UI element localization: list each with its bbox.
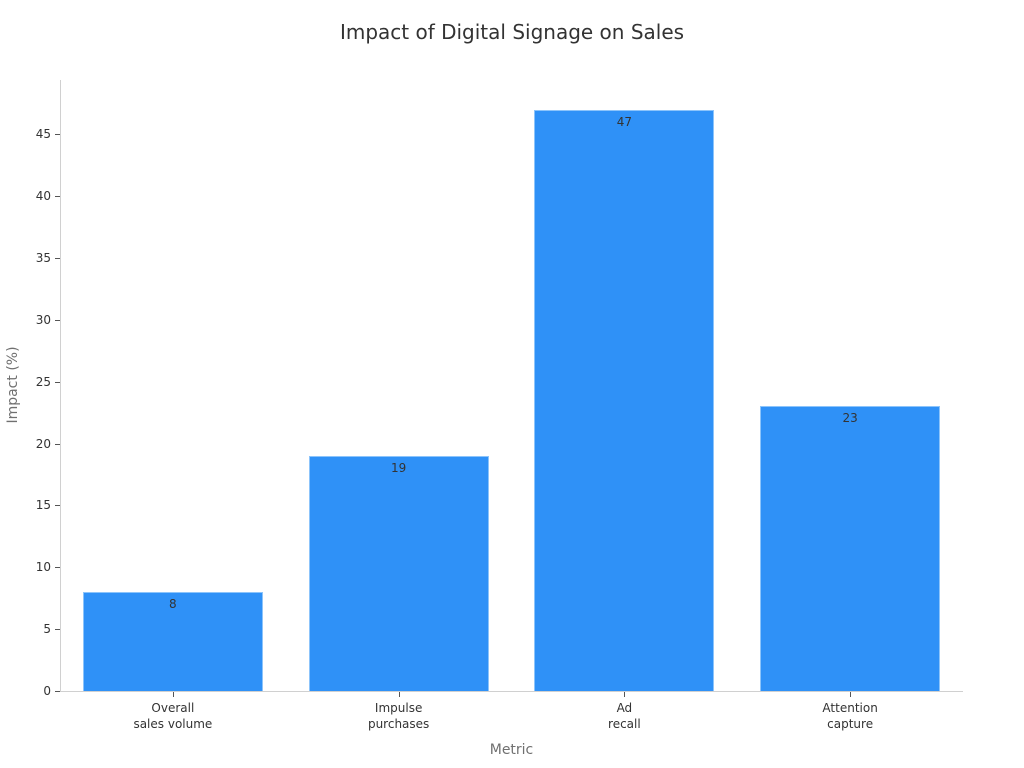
bar: 19 (308, 455, 489, 691)
x-tick-label: Attention capture (822, 701, 878, 731)
x-tick-mark (624, 692, 626, 697)
y-tick-mark (55, 196, 60, 198)
y-tick-mark (55, 134, 60, 136)
y-tick-label: 5 (43, 622, 51, 637)
bar-value-label: 23 (842, 411, 858, 426)
x-axis-line (60, 691, 963, 692)
y-tick-label: 40 (35, 189, 51, 204)
bar: 23 (760, 406, 941, 691)
bar-value-label: 19 (390, 460, 407, 475)
y-tick-label: 20 (35, 436, 51, 451)
x-tick-label: Impulse purchases (367, 701, 430, 731)
y-tick: 35 (0, 251, 60, 272)
y-tick: 25 (0, 375, 60, 396)
y-tick-mark (55, 319, 60, 321)
bar: 47 (534, 109, 715, 691)
y-tick: 45 (0, 127, 60, 148)
y-tick-mark (55, 505, 60, 507)
y-tick-mark (55, 258, 60, 260)
x-tick-mark (172, 692, 174, 697)
x-axis-title: Metric (489, 742, 534, 758)
y-tick: 40 (0, 189, 60, 210)
x-tick-mark (850, 692, 852, 697)
x-tick-label: Ad recall (608, 701, 641, 731)
y-tick-label: 15 (35, 498, 51, 513)
y-tick: 15 (0, 498, 60, 519)
y-tick-mark (55, 381, 60, 383)
y-tick: 0 (0, 684, 60, 705)
y-tick: 30 (0, 313, 60, 334)
y-tick-label: 45 (35, 127, 51, 142)
y-tick-mark (55, 629, 60, 631)
y-tick: 5 (0, 622, 60, 643)
y-tick: 10 (0, 560, 60, 581)
y-tick-label: 10 (35, 560, 51, 575)
y-axis-line (60, 80, 61, 692)
bar: 8 (82, 592, 263, 691)
x-tick-mark (398, 692, 400, 697)
y-tick-mark (55, 443, 60, 445)
bar-value-label: 8 (169, 597, 177, 612)
y-tick-label: 30 (35, 312, 51, 327)
bar-value-label: 47 (616, 114, 633, 129)
y-tick-label: 0 (43, 684, 51, 698)
y-tick-mark (55, 567, 60, 569)
y-tick-label: 25 (35, 374, 51, 389)
x-tick-label: Overall sales volume (133, 701, 213, 731)
chart-title: Impact of Digital Signage on Sales (339, 20, 685, 44)
y-tick: 20 (0, 437, 60, 458)
y-tick-label: 35 (35, 251, 51, 266)
y-tick-mark (55, 691, 60, 692)
